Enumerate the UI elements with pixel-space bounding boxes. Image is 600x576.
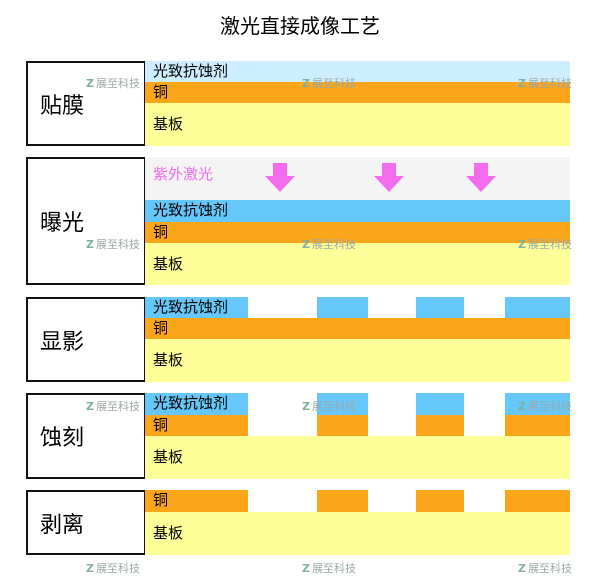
watermark-text: 展至科技 [95, 400, 140, 413]
layer-label: 铜 [153, 416, 169, 434]
step-box-etching: 蚀刻 [26, 393, 146, 479]
watermark-logo-icon: Z [518, 238, 526, 251]
step-label: 贴膜 [40, 93, 85, 119]
watermark-text: 展至科技 [527, 562, 572, 575]
layer-label: 基板 [153, 448, 184, 466]
copper-segment [317, 490, 368, 512]
layer-label: 基板 [153, 351, 184, 369]
copper-layer: 铜 [145, 222, 570, 243]
watermark-logo-icon: Z [518, 77, 526, 90]
copper-segment: 铜 [145, 490, 248, 512]
resist-layer: 光致抗蚀剂 [145, 61, 570, 82]
layer-label: 光致抗蚀剂 [153, 62, 229, 80]
uv-label: 紫外激光 [153, 165, 214, 183]
watermark: Z 展至科技 [302, 560, 356, 576]
watermark: Z 展至科技 [518, 236, 572, 252]
copper-segment [505, 415, 570, 436]
resist-segment: 光致抗蚀剂 [145, 393, 248, 415]
layer-label: 基板 [153, 524, 184, 542]
watermark-text: 展至科技 [95, 238, 140, 251]
watermark-logo-icon: Z [86, 562, 94, 575]
watermark-text: 展至科技 [311, 238, 356, 251]
uv-arrow-icon [374, 163, 404, 192]
layer-label: 基板 [153, 115, 184, 133]
watermark-logo-icon: Z [86, 77, 94, 90]
watermark-text: 展至科技 [311, 77, 356, 90]
step-label: 剥离 [40, 512, 85, 538]
watermark: Z 展至科技 [86, 236, 140, 252]
substrate-layer: 基板 [145, 243, 570, 285]
resist-segment [505, 297, 570, 318]
watermark-logo-icon: Z [302, 238, 310, 251]
resist-segment [317, 297, 368, 318]
layer-label: 铜 [153, 83, 169, 101]
watermark-logo-icon: Z [86, 400, 94, 413]
layer-label: 光致抗蚀剂 [153, 394, 229, 412]
watermark-logo-icon: Z [302, 400, 310, 413]
watermark-logo-icon: Z [86, 238, 94, 251]
substrate-layer: 基板 [145, 103, 570, 146]
layer-label: 光致抗蚀剂 [153, 298, 229, 316]
diagram-title: 激光直接成像工艺 [220, 14, 380, 38]
watermark: Z 展至科技 [518, 75, 572, 91]
watermark-text: 展至科技 [527, 238, 572, 251]
watermark-logo-icon: Z [302, 77, 310, 90]
step-label: 蚀刻 [40, 426, 85, 451]
watermark-text: 展至科技 [95, 77, 140, 90]
uv-arrow-icon [265, 163, 295, 192]
watermark: Z 展至科技 [86, 560, 140, 576]
watermark: Z 展至科技 [518, 560, 572, 576]
resist-segment: 光致抗蚀剂 [145, 297, 248, 318]
resist-segment [505, 393, 570, 415]
watermark-logo-icon: Z [518, 562, 526, 575]
watermark-text: 展至科技 [311, 400, 356, 413]
layer-label: 铜 [153, 491, 169, 509]
watermark-text: 展至科技 [311, 562, 356, 575]
copper-segment [505, 490, 570, 512]
substrate-layer: 基板 [145, 512, 570, 555]
step-box-stripping: 剥离 [26, 490, 146, 555]
copper-segment: 铜 [145, 415, 248, 436]
resist-segment [317, 393, 368, 415]
copper-layer: 铜 [145, 318, 570, 339]
layer-label: 光致抗蚀剂 [153, 201, 229, 219]
layer-label: 铜 [153, 319, 169, 337]
watermark-text: 展至科技 [527, 77, 572, 90]
watermark-text: 展至科技 [527, 400, 572, 413]
copper-segment [416, 415, 464, 436]
resist-layer: 光致抗蚀剂 [145, 200, 570, 222]
copper-segment [416, 490, 464, 512]
watermark: Z 展至科技 [86, 75, 140, 91]
watermark-text: 展至科技 [95, 562, 140, 575]
resist-segment [416, 393, 464, 415]
step-box-lamination: 贴膜 [26, 61, 146, 146]
watermark: Z 展至科技 [518, 398, 572, 414]
step-box-development: 显影 [26, 297, 146, 382]
resist-segment [416, 297, 464, 318]
watermark-logo-icon: Z [302, 562, 310, 575]
layer-label: 基板 [153, 255, 184, 273]
watermark: Z 展至科技 [302, 236, 356, 252]
copper-layer: 铜 [145, 82, 570, 103]
watermark: Z 展至科技 [86, 398, 140, 414]
watermark-logo-icon: Z [518, 400, 526, 413]
uv-arrow-icon [466, 163, 496, 192]
watermark: Z 展至科技 [302, 75, 356, 91]
step-box-exposure: 曝光 [26, 157, 146, 285]
substrate-layer: 基板 [145, 436, 570, 479]
watermark: Z 展至科技 [302, 398, 356, 414]
step-label: 显影 [40, 329, 85, 355]
step-label: 曝光 [40, 211, 85, 236]
substrate-layer: 基板 [145, 339, 570, 382]
layer-label: 铜 [153, 223, 169, 241]
copper-segment [317, 415, 368, 436]
uv-zone: 紫外激光 [145, 157, 570, 200]
